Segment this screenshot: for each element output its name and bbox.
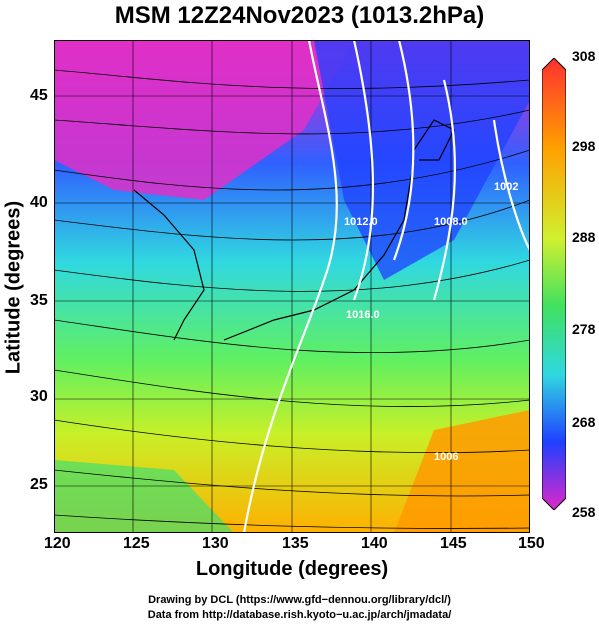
isobar-label-1002: 1002 <box>494 181 518 193</box>
y-tick-35: 35 <box>30 292 48 309</box>
isobar-label-1016: 1016.0 <box>346 309 380 321</box>
x-tick-120: 120 <box>44 535 71 552</box>
colorbar-tick-298: 298 <box>572 138 596 154</box>
isobars <box>242 40 530 533</box>
x-tick-130: 130 <box>202 535 229 552</box>
isobar-label-1008: 1008.0 <box>434 216 468 228</box>
lat-lon-grid <box>54 40 530 533</box>
x-tick-135: 135 <box>282 535 309 552</box>
hokkaido-coastline <box>413 119 455 161</box>
isobar-1008 <box>392 40 415 261</box>
x-tick-125: 125 <box>123 535 150 552</box>
wind-streamlines <box>54 69 530 529</box>
y-tick-30: 30 <box>30 388 48 405</box>
colorbar-tick-258: 258 <box>572 504 596 520</box>
y-axis-label: Latitude (degrees) <box>2 200 25 375</box>
korea-coastline <box>133 189 205 341</box>
cold-airmass-region <box>54 40 354 200</box>
colorbar-tick-278: 278 <box>572 321 596 337</box>
credits-data-source: Data from http://database.rish.kyoto−u.a… <box>147 609 452 621</box>
colorbar <box>542 58 566 510</box>
isobar-1006 <box>432 79 456 301</box>
colorbar-gradient <box>542 58 566 510</box>
colorbar-tick-288: 288 <box>572 229 596 245</box>
colorbar-tick-308: 308 <box>572 48 596 64</box>
x-tick-140: 140 <box>361 535 388 552</box>
x-tick-150: 150 <box>518 535 545 552</box>
warm-region <box>394 410 530 533</box>
isobar-label-1012: 1012.0 <box>344 216 378 228</box>
isobar-1002 <box>492 119 530 251</box>
x-axis-label: Longitude (degrees) <box>195 558 389 580</box>
chart-title: MSM 12Z24Nov2023 (1013.2hPa) <box>114 2 485 29</box>
colorbar-tick-268: 268 <box>572 414 596 430</box>
isobar-label-1006: 1006 <box>434 451 458 463</box>
map-panel: 1016.0 1012.0 1008.0 1002 1006 <box>54 40 530 533</box>
x-tick-145: 145 <box>440 535 467 552</box>
credits-drawing: Drawing by DCL (https://www.gfd−dennou.o… <box>148 594 451 606</box>
y-tick-45: 45 <box>30 87 48 104</box>
south-green-region <box>54 460 234 533</box>
y-tick-40: 40 <box>30 194 48 211</box>
isobar-1012 <box>352 40 375 301</box>
y-tick-25: 25 <box>30 476 48 493</box>
isobar-1016 <box>242 40 338 533</box>
